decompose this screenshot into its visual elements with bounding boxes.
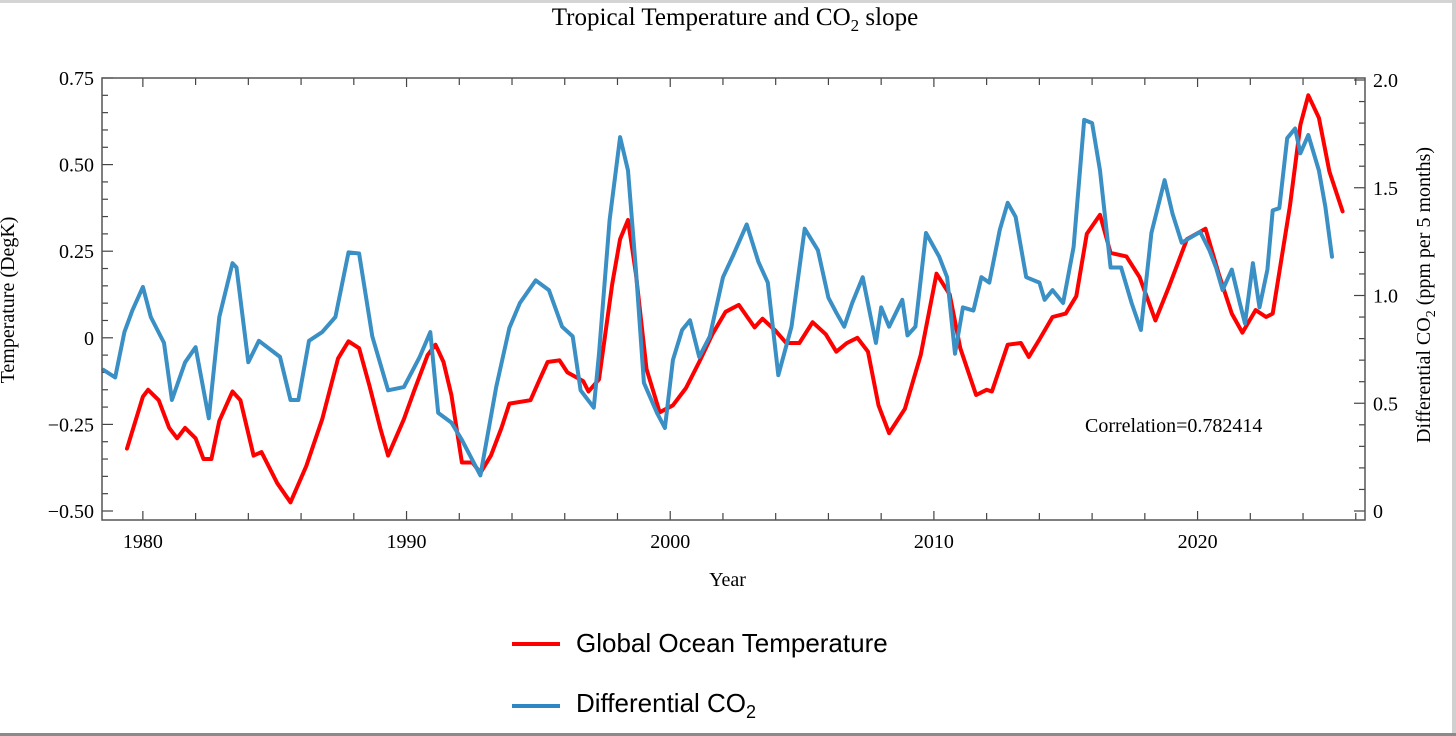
y-right-tick-label: 0.5 — [1373, 393, 1398, 415]
y-left-tick-label: 0.25 — [59, 241, 94, 263]
chart-title-main: Tropical Temperature and CO — [551, 4, 851, 31]
legend-swatch-red — [512, 641, 560, 646]
x-tick-label: 1980 — [123, 531, 163, 553]
y-right-axis-title: Differential CO2 (ppm per 5 months) — [1413, 147, 1439, 443]
x-tick-label: 1990 — [387, 531, 427, 553]
legend-swatch-blue — [512, 703, 560, 708]
y-left-tick-label: 0 — [84, 328, 94, 350]
plot-frame — [101, 77, 1366, 521]
y-right-tick-label: 0 — [1373, 501, 1383, 523]
x-tick-label: 2020 — [1178, 531, 1218, 553]
y-left-tick-label: 0.75 — [59, 68, 94, 90]
y-right-title-tail: (ppm per 5 months) — [1413, 147, 1435, 310]
legend-item-co2: Differential CO2 — [512, 688, 756, 723]
y-left-tick-label: −0.25 — [48, 414, 94, 436]
y-left-tick-label: −0.50 — [48, 501, 94, 523]
y-left-axis-title: Temperature (DegK) — [0, 217, 19, 384]
window-right-edge — [1452, 0, 1456, 736]
window-bottom-edge — [0, 733, 1456, 736]
y-right-tick-label: 1.0 — [1373, 286, 1398, 308]
temperature-series-line — [125, 93, 1345, 505]
correlation-annotation: Correlation=0.782414 — [1085, 415, 1262, 437]
legend-label: Differential CO2 — [576, 688, 757, 723]
x-tick-label: 2010 — [914, 531, 954, 553]
window-top-edge — [0, 0, 1456, 3]
y-right-tick-label: 1.5 — [1373, 178, 1398, 200]
y-right-title-subscript: 2 — [1424, 310, 1439, 317]
legend-item-temperature: Global Ocean Temperature — [512, 628, 888, 659]
legend-label: Global Ocean Temperature — [576, 628, 888, 658]
y-right-tick-label: 2.0 — [1373, 70, 1398, 92]
y-right-title-main: Differential CO — [1413, 317, 1435, 443]
chart-title-subscript: 2 — [850, 16, 860, 35]
x-axis-title: Year — [709, 569, 746, 591]
x-tick-label: 2000 — [650, 531, 690, 553]
chart-title-tail: slope — [859, 4, 919, 31]
y-left-tick-label: 0.50 — [59, 155, 94, 177]
chart-title: Tropical Temperature and CO2 slope — [0, 4, 1456, 36]
co2-series-line — [101, 117, 1334, 478]
